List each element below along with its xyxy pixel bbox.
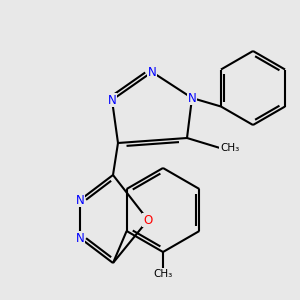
Text: N: N <box>76 232 84 244</box>
Text: CH₃: CH₃ <box>153 269 172 279</box>
Text: CH₃: CH₃ <box>220 143 239 153</box>
Text: N: N <box>188 92 196 104</box>
Text: N: N <box>108 94 116 106</box>
Text: N: N <box>148 65 156 79</box>
Text: O: O <box>143 214 153 226</box>
Text: N: N <box>76 194 84 206</box>
